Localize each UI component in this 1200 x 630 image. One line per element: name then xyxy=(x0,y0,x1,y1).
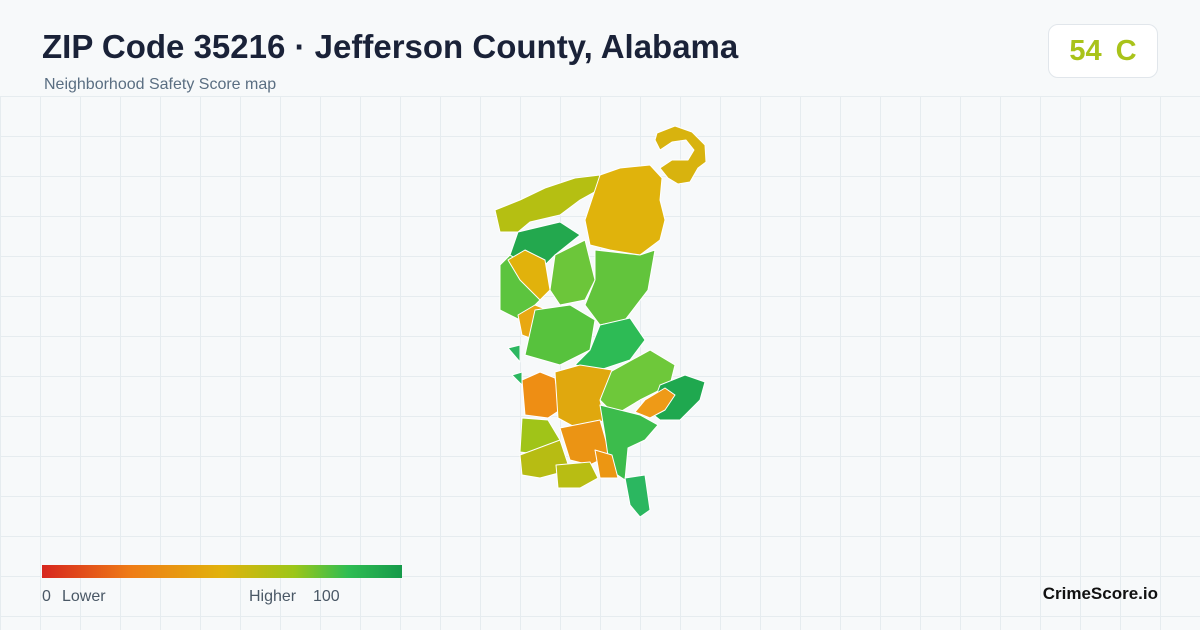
neighborhood xyxy=(574,317,646,371)
score-badge: 54 C xyxy=(1048,24,1158,78)
neighborhood xyxy=(555,461,599,489)
legend-gradient xyxy=(42,565,402,578)
neighborhood xyxy=(521,371,561,419)
legend-min: 0 xyxy=(42,588,51,605)
title: ZIP Code 35216 · Jefferson County, Alaba… xyxy=(42,28,739,65)
neighborhood xyxy=(599,404,659,481)
legend-min-label: Lower xyxy=(62,588,106,605)
score-grade: C xyxy=(1115,34,1137,67)
subtitle: Neighborhood Safety Score map xyxy=(44,76,277,93)
score-value: 54 xyxy=(1069,34,1102,67)
neighborhood xyxy=(599,349,676,416)
neighborhood xyxy=(594,449,619,479)
neighborhood xyxy=(494,174,601,233)
neighborhood xyxy=(507,344,521,363)
legend-max: 100 xyxy=(313,588,340,605)
brand: CrimeScore.io xyxy=(1042,584,1158,603)
neighborhood xyxy=(584,249,656,326)
neighborhood xyxy=(584,164,666,256)
neighborhood xyxy=(624,474,651,518)
neighborhood xyxy=(634,387,676,419)
neighborhood xyxy=(511,371,523,386)
neighborhood xyxy=(549,239,596,306)
legend-max-label: Higher xyxy=(249,588,297,605)
neighborhood xyxy=(654,125,707,185)
